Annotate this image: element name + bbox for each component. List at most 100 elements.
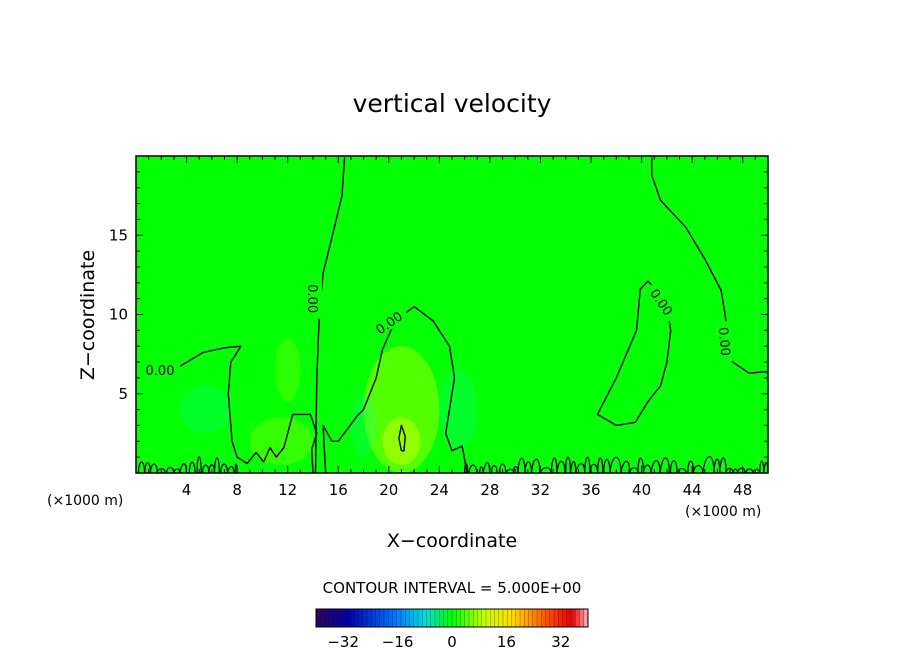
colorbar-cell xyxy=(328,609,334,627)
colorbar-tick-label: 16 xyxy=(497,633,516,651)
colorbar-cell xyxy=(371,609,376,627)
colorbar-tick-label: −32 xyxy=(327,633,359,651)
colorbar-cell xyxy=(452,609,457,627)
colorbar-cell xyxy=(401,609,406,627)
x-tick-label: 4 xyxy=(182,481,192,499)
colorbar-cell xyxy=(375,609,381,627)
colorbar-cell xyxy=(481,609,487,627)
colorbar-cell xyxy=(579,609,585,627)
colorbar-cell xyxy=(490,609,495,627)
colorbar-cell xyxy=(409,609,415,627)
y-axis-ticks: 5 10 15 xyxy=(109,171,768,458)
contour-label-bg-1 xyxy=(305,278,322,319)
x-unit-left: (×1000 m) xyxy=(47,493,123,509)
colorbar-cell xyxy=(418,609,423,627)
colorbar-cell xyxy=(558,609,563,627)
colorbar-cell xyxy=(447,609,453,627)
faint-feature-2 xyxy=(249,417,313,466)
colorbar-cell xyxy=(498,609,504,627)
contour-left-surface-region xyxy=(146,345,318,474)
x-tick-label: 24 xyxy=(430,481,449,499)
x-tick-label: 16 xyxy=(329,481,348,499)
colorbar-cell xyxy=(566,609,572,627)
colorbar-cell xyxy=(469,609,474,627)
colorbar-cell xyxy=(554,609,559,627)
colorbar-cell xyxy=(477,609,483,627)
colorbar-cell xyxy=(324,609,330,627)
colorbar-cell xyxy=(520,609,525,627)
colorbar-cell xyxy=(405,609,410,627)
colorbar-cell xyxy=(464,609,470,627)
colorbar-cell xyxy=(358,609,364,627)
faint-feature-3 xyxy=(180,385,231,434)
colorbar-cell xyxy=(537,609,542,627)
colorbar-cell xyxy=(345,609,351,627)
colorbar-cell xyxy=(350,609,355,627)
colorbar-cell xyxy=(396,609,402,627)
colorbar-cell xyxy=(443,609,449,627)
colorbar-cell xyxy=(384,609,389,627)
x-tick-label: 8 xyxy=(232,481,242,499)
colorbar-ticks: −32 −16 0 16 32 xyxy=(327,633,570,651)
x-tick-label: 12 xyxy=(278,481,297,499)
faint-feature-5 xyxy=(275,338,301,402)
colorbar-cell xyxy=(341,609,347,627)
colorbar-cell xyxy=(362,609,368,627)
faint-feature-1 xyxy=(382,417,421,466)
x-tick-label: 48 xyxy=(733,481,752,499)
colorbar-cell xyxy=(422,609,427,627)
contour-label-0: 0.00 xyxy=(146,364,175,379)
contour-right-tall xyxy=(651,157,769,374)
colorbar-cell xyxy=(571,609,576,627)
faint-feature-6 xyxy=(350,393,377,458)
contour-label-4: 0.00 xyxy=(715,327,732,357)
zero-contours xyxy=(146,157,769,474)
colorbar-cell xyxy=(545,609,551,627)
contour-center-cell xyxy=(398,424,406,452)
colorbar-cell xyxy=(528,609,534,627)
colorbar xyxy=(315,609,589,627)
colorbar-cell xyxy=(473,609,478,627)
x-axis-ticks: 4 8 12 16 20 24 28 32 36 40 44 48 xyxy=(148,156,756,499)
colorbar-cell xyxy=(575,609,580,627)
colorbar-cell xyxy=(367,609,372,627)
colorbar-tick-label: 0 xyxy=(447,633,457,651)
y-tick-label: 5 xyxy=(118,385,128,403)
contour-label-bg-4 xyxy=(716,320,736,362)
colorbar-cell xyxy=(494,609,500,627)
colorbar-cell xyxy=(337,609,342,627)
x-tick-label: 20 xyxy=(379,481,398,499)
colorbar-cell xyxy=(456,609,461,627)
colorbar-frame xyxy=(315,608,589,628)
x-unit-right: (×1000 m) xyxy=(685,504,761,520)
colorbar-cell xyxy=(435,609,440,627)
colorbar-cell xyxy=(532,609,538,627)
colorbar-cell xyxy=(413,609,419,627)
colorbar-cell xyxy=(392,609,398,627)
colorbar-cell xyxy=(388,609,393,627)
colorbar-cell xyxy=(583,609,589,627)
colorbar-cell xyxy=(430,609,436,627)
x-tick-label: 40 xyxy=(632,481,651,499)
contour-label-1: 0.00 xyxy=(304,284,319,313)
y-axis-label: Z−coordinate xyxy=(77,250,99,380)
colorbar-cell xyxy=(503,609,508,627)
colorbar-cell xyxy=(511,609,517,627)
colorbar-cell xyxy=(507,609,512,627)
colorbar-cell xyxy=(333,609,338,627)
colorbar-cell xyxy=(486,609,491,627)
faint-feature-0 xyxy=(363,346,440,473)
contour-label-bg-0 xyxy=(140,360,181,377)
colorbar-cell xyxy=(316,609,321,627)
colorbar-cell xyxy=(460,609,466,627)
colorbar-cell xyxy=(549,609,555,627)
colorbar-tick-label: 32 xyxy=(551,633,570,651)
colorbar-cell xyxy=(515,609,521,627)
contour-label-bg-3 xyxy=(644,280,681,323)
colorbar-tick-label: −16 xyxy=(382,633,414,651)
x-tick-label: 28 xyxy=(480,481,499,499)
faint-feature-4 xyxy=(439,369,478,450)
faint-features xyxy=(180,338,478,473)
x-tick-label: 44 xyxy=(683,481,702,499)
